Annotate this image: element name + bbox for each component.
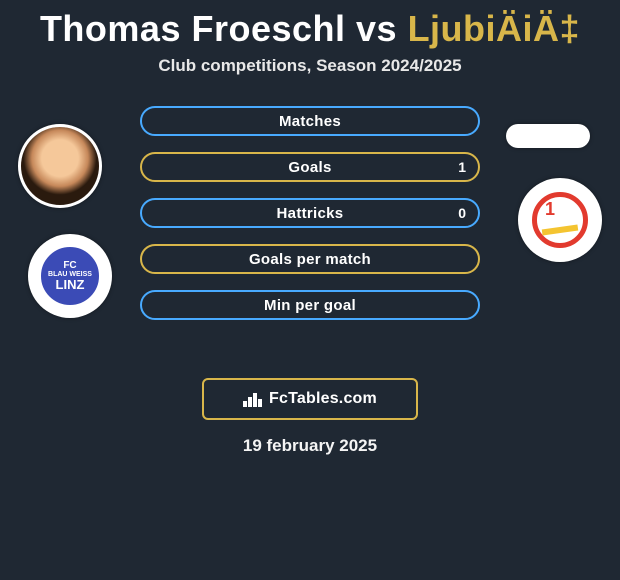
stat-bar-goals: Goals 1: [140, 152, 480, 182]
player-left-avatar: [18, 124, 102, 208]
stat-bar-label: Goals: [288, 159, 331, 176]
stat-bar-min-per-goal: Min per goal: [140, 290, 480, 320]
club-right-logo: [518, 178, 602, 262]
club-left-logo: FC BLAU WEISS LINZ: [28, 234, 112, 318]
club-linz-badge: FC BLAU WEISS LINZ: [38, 244, 102, 308]
stat-bar-label: Matches: [279, 113, 341, 130]
watermark-text: FcTables.com: [269, 390, 377, 408]
subtitle: Club competitions, Season 2024/2025: [0, 56, 620, 76]
stat-bar-hattricks: Hattricks 0: [140, 198, 480, 228]
date-text: 19 february 2025: [0, 436, 620, 456]
player-right-avatar: [506, 124, 590, 148]
watermark-box: FcTables.com: [202, 378, 418, 420]
stat-bar-label: Goals per match: [249, 251, 371, 268]
stat-bar-matches: Matches: [140, 106, 480, 136]
stat-bar-label: Min per goal: [264, 297, 356, 314]
club-union-shape: [532, 192, 588, 248]
stat-bar-goals-per-match: Goals per match: [140, 244, 480, 274]
chart-icon: [243, 391, 263, 407]
club-linz-line1: FC: [63, 260, 76, 271]
stat-bars: Matches Goals 1 Hattricks 0 Goals per match Mi…: [140, 106, 480, 336]
page-title: Thomas Froeschl vs LjubiÄiÄ‡: [0, 0, 620, 50]
title-vs: vs: [346, 8, 408, 49]
title-player1: Thomas Froeschl: [40, 8, 346, 49]
club-linz-line3: LINZ: [56, 278, 85, 292]
comparison-stage: FC BLAU WEISS LINZ Matches Goals 1 Hattrick…: [0, 96, 620, 366]
stat-bar-label: Hattricks: [277, 205, 344, 222]
title-player2: LjubiÄiÄ‡: [408, 8, 581, 49]
stat-bar-right-value: 1: [458, 159, 466, 175]
stat-bar-right-value: 0: [458, 205, 466, 221]
club-union-badge: [528, 188, 592, 252]
